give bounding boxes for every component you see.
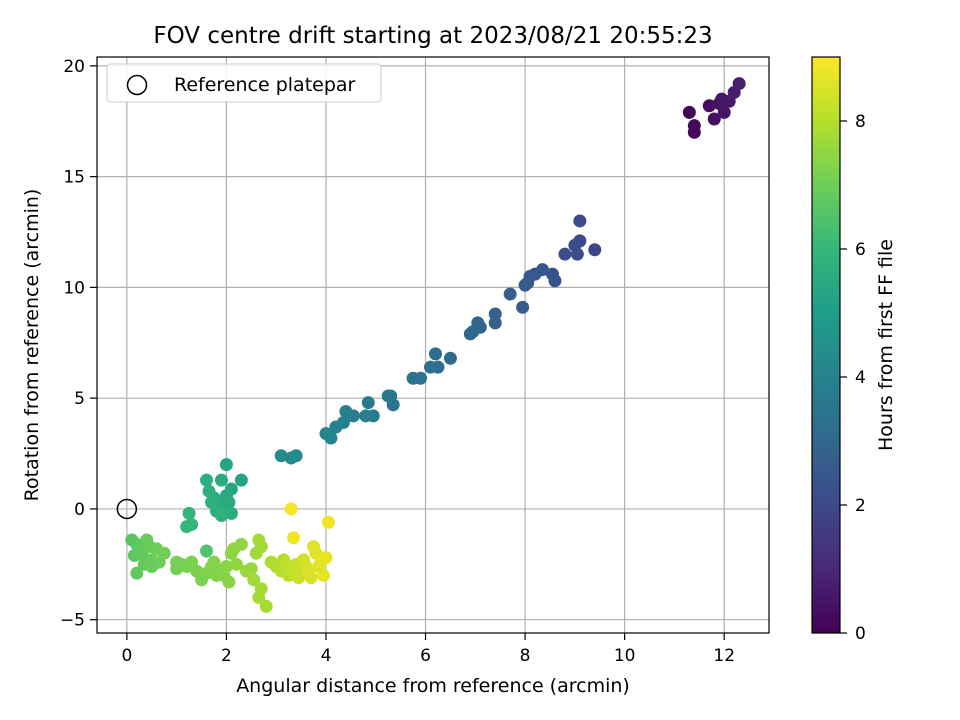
x-axis-label: Angular distance from reference (arcmin)	[236, 675, 630, 697]
y-tick-label: 5	[74, 389, 85, 409]
colorbar-tick-label: 6	[855, 240, 866, 260]
data-point	[284, 451, 298, 465]
y-axis-ticks: −5 0 5 10 15 20	[60, 57, 97, 631]
data-point	[214, 509, 228, 523]
data-point	[252, 591, 266, 605]
data-point	[558, 247, 572, 261]
data-point	[687, 119, 701, 133]
data-point	[157, 546, 171, 560]
x-tick-label: 10	[614, 646, 636, 666]
data-point	[406, 371, 420, 385]
data-point	[130, 566, 144, 580]
x-tick-label: 6	[420, 646, 431, 666]
data-point	[424, 360, 438, 374]
y-axis-label: Rotation from reference (arcmin)	[21, 189, 43, 502]
y-tick-label: −5	[60, 611, 85, 631]
colorbar-gradient	[811, 56, 841, 634]
data-point	[224, 506, 238, 520]
colorbar-tick-label: 2	[855, 496, 866, 516]
data-point	[516, 300, 530, 314]
data-point	[219, 458, 233, 472]
data-point	[200, 544, 214, 558]
data-point	[503, 287, 517, 301]
data-point	[319, 427, 333, 441]
legend-label: Reference platepar	[174, 74, 356, 96]
data-point	[202, 484, 216, 498]
colorbar-ticks: 0 2 4 6 8	[840, 112, 866, 644]
data-point	[229, 557, 243, 571]
data-point	[381, 389, 395, 403]
data-point	[359, 409, 373, 423]
data-point	[443, 351, 457, 365]
plot-frame	[96, 56, 770, 634]
data-point	[702, 99, 716, 113]
reference-point-marker	[116, 498, 138, 520]
colorbar: 0 2 4 6 8 Hours from first FF file	[811, 56, 897, 644]
colorbar-tick-label: 8	[855, 112, 866, 132]
x-tick-label: 4	[321, 646, 332, 666]
data-point	[207, 555, 221, 569]
data-point	[284, 502, 298, 516]
data-point	[259, 599, 273, 613]
legend-box	[106, 63, 382, 103]
data-point	[287, 531, 301, 545]
data-point	[339, 404, 353, 418]
y-tick-label: 0	[74, 500, 85, 520]
colorbar-label: Hours from first FF file	[875, 239, 897, 451]
data-point	[316, 568, 330, 582]
data-point	[707, 112, 721, 126]
y-tick-label: 20	[63, 57, 85, 77]
legend: Reference platepar	[106, 63, 382, 103]
data-point	[545, 267, 559, 281]
data-point	[145, 560, 159, 574]
y-tick-label: 10	[63, 278, 85, 298]
data-point	[222, 495, 236, 509]
data-point	[682, 105, 696, 119]
data-point	[180, 520, 194, 534]
data-point	[568, 238, 582, 252]
x-tick-label: 12	[713, 646, 735, 666]
legend-marker	[126, 74, 148, 96]
data-point	[200, 473, 214, 487]
data-point	[214, 473, 228, 487]
data-point	[361, 396, 375, 410]
x-tick-label: 0	[121, 646, 132, 666]
data-point	[254, 540, 268, 554]
colorbar-tick-label: 4	[855, 368, 866, 388]
data-point	[329, 420, 343, 434]
data-point	[732, 77, 746, 91]
data-points	[125, 77, 746, 613]
data-point	[304, 571, 318, 585]
data-point	[244, 562, 258, 576]
data-point	[219, 560, 233, 574]
data-point	[588, 243, 602, 257]
data-point	[234, 473, 248, 487]
x-tick-label: 8	[520, 646, 531, 666]
data-point	[182, 506, 196, 520]
data-point	[204, 495, 218, 509]
data-point	[319, 551, 333, 565]
data-point	[717, 105, 731, 119]
data-point	[573, 214, 587, 228]
data-point	[247, 573, 261, 587]
y-tick-label: 15	[63, 168, 85, 188]
data-point	[234, 537, 248, 551]
chart-title: FOV centre drift starting at 2023/08/21 …	[153, 23, 712, 49]
x-tick-label: 2	[221, 646, 232, 666]
data-point	[428, 347, 442, 361]
grid-lines	[97, 57, 769, 633]
x-axis-ticks: 0 2 4 6 8 10 12	[121, 633, 735, 666]
data-point	[321, 515, 335, 529]
data-point	[518, 278, 532, 292]
data-point	[463, 327, 477, 341]
data-point	[274, 449, 288, 463]
colorbar-tick-label: 0	[855, 624, 866, 644]
data-point	[488, 316, 502, 330]
data-point	[222, 575, 236, 589]
